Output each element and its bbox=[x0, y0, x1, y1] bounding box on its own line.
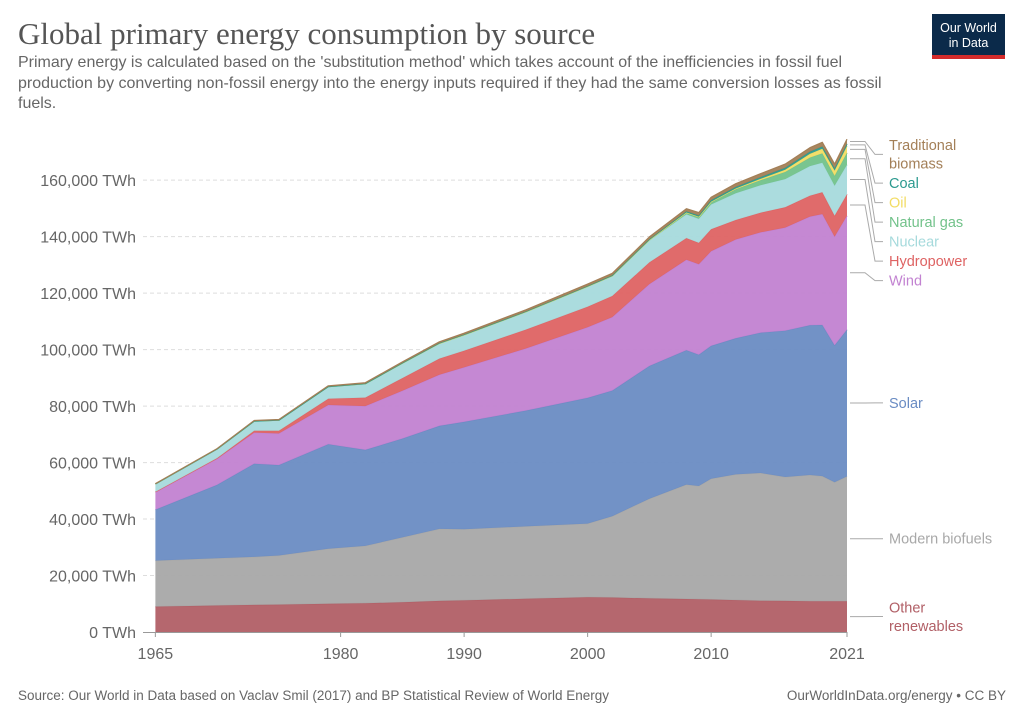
x-tick-label: 1965 bbox=[138, 646, 174, 663]
label-leader-line bbox=[850, 144, 883, 184]
series-label: Oil bbox=[889, 196, 907, 212]
series-labels: Other renewables Modern biofuels Solar Wind H… bbox=[850, 138, 992, 635]
area-hydropower bbox=[155, 162, 847, 492]
area-edge bbox=[155, 138, 848, 485]
series-label: biomass bbox=[889, 157, 943, 173]
x-tick-label: 1980 bbox=[323, 646, 359, 663]
series-label: Solar bbox=[889, 396, 923, 412]
series-label: Hydropower bbox=[889, 254, 967, 270]
series-label: Nuclear bbox=[889, 235, 939, 251]
source-note: Source: Our World in Data based on Vacla… bbox=[18, 688, 610, 703]
y-tick-label: 140,000 TWh bbox=[40, 230, 136, 247]
area-oil bbox=[155, 325, 847, 561]
series-label: Coal bbox=[889, 176, 919, 192]
series-label: renewables bbox=[889, 619, 963, 635]
chart-title: Global primary energy consumption by sou… bbox=[18, 16, 596, 51]
y-tick-label: 120,000 TWh bbox=[40, 286, 136, 303]
y-tick-label: 100,000 TWh bbox=[40, 343, 136, 360]
axes: 0 TWh 20,000 TWh 40,000 TWh 60,000 TWh 80,00… bbox=[40, 173, 865, 663]
area-natural-gas bbox=[155, 214, 847, 510]
owid-logo[interactable]: Our World in Data bbox=[932, 14, 1005, 59]
credit-link[interactable]: OurWorldInData.org/energy • CC BY bbox=[786, 688, 1006, 703]
label-leader-line bbox=[850, 272, 883, 282]
label-leader-line bbox=[850, 141, 883, 155]
series-label: Natural gas bbox=[889, 215, 963, 231]
logo-line-1: Our World bbox=[940, 21, 997, 35]
x-tick-label: 2010 bbox=[693, 646, 729, 663]
chart-subtitle: Primary energy is calculated based on th… bbox=[18, 54, 882, 112]
series-label: Wind bbox=[889, 274, 922, 290]
x-tick-label: 1990 bbox=[446, 646, 482, 663]
y-tick-label: 160,000 TWh bbox=[40, 173, 136, 190]
y-tick-label: 0 TWh bbox=[89, 625, 136, 642]
label-leader-line bbox=[850, 158, 883, 223]
series-label: Modern biofuels bbox=[889, 532, 992, 548]
series-label: Other bbox=[889, 600, 925, 616]
label-leader-line bbox=[850, 148, 883, 204]
y-tick-label: 40,000 TWh bbox=[49, 512, 136, 529]
area-series bbox=[155, 138, 848, 632]
area-nuclear bbox=[155, 192, 847, 493]
label-leader-line bbox=[850, 204, 883, 262]
series-label: Traditional bbox=[889, 138, 956, 154]
y-tick-label: 80,000 TWh bbox=[49, 399, 136, 416]
area-coal bbox=[155, 473, 847, 607]
area-traditional-biomass bbox=[155, 597, 847, 632]
label-leader-line bbox=[850, 179, 883, 243]
logo-line-2: in Data bbox=[948, 36, 989, 50]
x-tick-label: 2000 bbox=[570, 646, 606, 663]
y-tick-label: 20,000 TWh bbox=[49, 569, 136, 586]
y-tick-label: 60,000 TWh bbox=[49, 456, 136, 473]
x-tick-label: 2021 bbox=[829, 646, 865, 663]
